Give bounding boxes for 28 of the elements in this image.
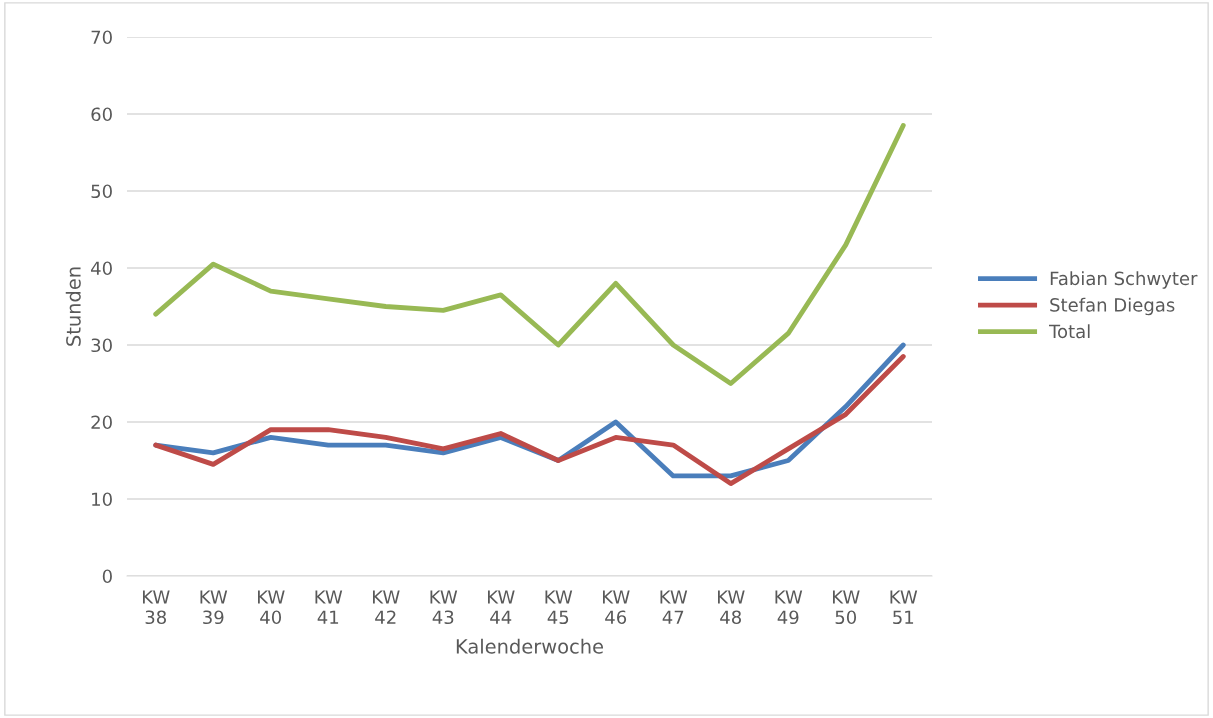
x-tick-label: KW 42 [373,590,400,624]
x-tick-label: KW 47 [660,590,688,624]
x-tick-label: KW 51 [890,590,918,625]
x-tick-label: KW 41 [315,590,343,624]
y-tick-label: 70 [91,30,112,45]
x-tick-label: KW 39 [200,590,228,625]
y-tick-label: 20 [91,415,112,430]
x-tick-label: KW 43 [430,590,458,625]
line-series [153,123,906,386]
x-tick-label: KW 48 [718,590,745,625]
x-tick-label: KW 38 [143,590,170,625]
y-tick-label: 50 [91,184,112,199]
legend-label: Fabian Schwyter [1050,271,1198,289]
y-tick-label: 10 [92,492,112,507]
x-tick-label: KW 50 [833,590,860,625]
x-tick-label: KW 45 [545,590,573,625]
y-tick-label: 0 [102,569,112,584]
x-tick-label: KW 44 [488,590,515,624]
y-tick-label: 40 [91,261,112,276]
y-tick-label: 30 [91,338,112,353]
legend-label: Stefan Diegas [1050,297,1175,316]
y-tick-label: 60 [91,107,112,122]
x-tick-label: KW 49 [775,590,803,625]
x-tick-label: KW 40 [258,590,285,625]
x-tick-label: KW 46 [603,590,630,625]
y-axis-title: Stunden [65,267,81,346]
x-axis-title: Kalenderwoche [456,638,604,654]
legend-label: Total [1049,324,1090,339]
